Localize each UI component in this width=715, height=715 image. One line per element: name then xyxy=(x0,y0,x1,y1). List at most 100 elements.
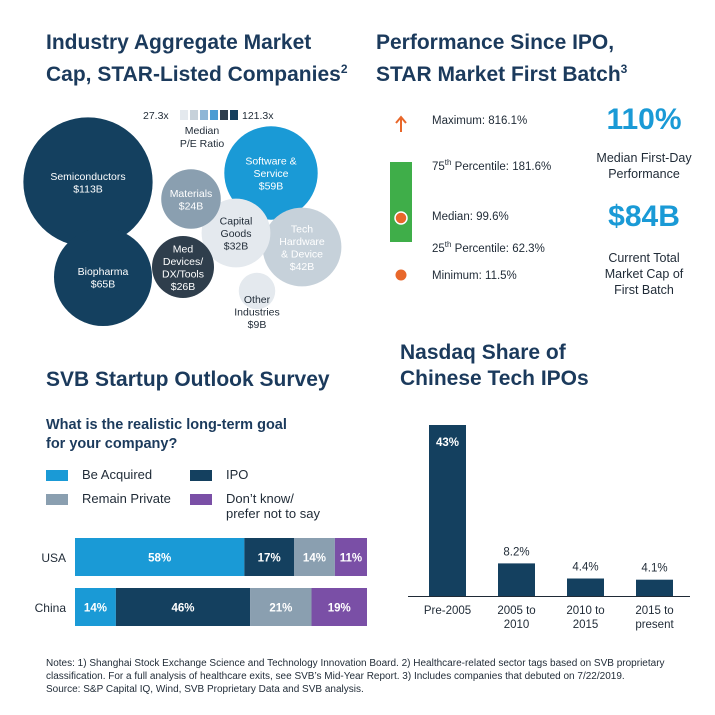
bar-value-usa-don-t-know-prefer-not-to-say: 11% xyxy=(340,553,362,565)
p75-value: Percentile: 181.6% xyxy=(451,160,552,173)
legend-swatch-be-acquired xyxy=(46,470,68,481)
legend-swatch-dont-know xyxy=(190,494,212,505)
bar-segment-usa-be-acquired xyxy=(75,538,245,576)
bar-value-china-don-t-know-prefer-not-to-say: 19% xyxy=(328,603,351,615)
pe-scale-max: 121.3x xyxy=(242,110,274,122)
bubble-label-biopharma: Biopharma $65B xyxy=(78,266,129,291)
maximum-label: Maximum: 816.1% xyxy=(432,115,528,127)
p25-ordinal: th xyxy=(444,240,452,249)
bar-2005-to-2010 xyxy=(498,563,535,596)
bar-2015-to-present xyxy=(636,579,673,596)
bar-segment-usa-ipo xyxy=(244,538,294,576)
pe-scale-min: 27.3x xyxy=(143,110,169,122)
bubble-chart: 27.3x 121.3x Median P/E Ratio Semiconduc… xyxy=(23,110,342,331)
bar-segment-china-be-acquired xyxy=(75,588,116,626)
performance-title-footnote: 3 xyxy=(620,62,628,76)
legend-label-dont-know-line2: prefer not to say xyxy=(226,506,320,521)
survey-stacked-bar-chart: USA 58% 17% 14% 11% China 14% 46% 21% 19% xyxy=(35,538,367,626)
first-batch-market-cap-caption: Current Total Market Cap of First Batch xyxy=(580,250,708,298)
footnote-line1: Notes: 1) Shanghai Stock Exchange Scienc… xyxy=(46,658,665,669)
median-label: Median: 99.6% xyxy=(432,211,509,223)
bar-2010-to-2015 xyxy=(567,578,604,596)
p75-ordinal: th xyxy=(444,158,452,167)
p75-number: 75 xyxy=(432,160,445,173)
legend-label-dont-know: Don’t know/ prefer not to say xyxy=(226,491,320,521)
survey-question: What is the realistic long-term goal for… xyxy=(46,416,287,454)
first-batch-caption-line1: Current Total xyxy=(608,251,680,265)
category-label-2010-to-2015: 2010 to 2015 xyxy=(566,605,604,631)
legend-remain-private: Remain Private xyxy=(46,491,171,506)
minimum-label: Minimum: 11.5% xyxy=(432,270,517,282)
median-marker xyxy=(394,211,408,225)
pe-scale-swatches xyxy=(180,110,238,120)
bar-value-china-be-acquired: 14% xyxy=(84,603,107,615)
bubble-biopharma: Biopharma $65B xyxy=(53,227,153,327)
bubble-med-devices-dx-tools: Med Devices/DX/Tools $26B xyxy=(151,235,215,299)
category-label-2015-to-present: 2015 to present xyxy=(635,605,674,631)
survey-title: SVB Startup Outlook Survey xyxy=(46,368,330,391)
first-batch-caption-line2: Market Cap of xyxy=(604,267,684,281)
median-first-day-caption: Median First-Day Performance xyxy=(580,150,708,182)
bubble-label-med-devices-dx-tools: Med Devices/DX/Tools $26B xyxy=(162,243,204,293)
legend-label-dont-know-line1: Don’t know/ xyxy=(226,491,294,506)
bubble-label-materials: Materials $24B xyxy=(170,188,213,213)
bar-value-2015-to-present: 4.1% xyxy=(641,563,667,575)
median-first-day-caption-line2: Performance xyxy=(608,167,680,181)
legend-label-be-acquired: Be Acquired xyxy=(82,467,153,482)
bar-pre-2005 xyxy=(429,425,466,596)
p25-number: 25 xyxy=(432,242,445,255)
legend-swatch-remain-private xyxy=(46,494,68,505)
p25-label: 25th Percentile: 62.3% xyxy=(432,240,545,255)
row-label-china: China xyxy=(35,601,67,615)
bar-segment-china-don-t-know-prefer-not-to-say xyxy=(311,588,367,626)
legend-swatch-ipo xyxy=(190,470,212,481)
footnote-line2: classification. For a full analysis of h… xyxy=(46,671,625,682)
market-cap-title-footnote: 2 xyxy=(340,62,348,76)
performance-title-line2: STAR Market First Batch xyxy=(376,63,621,86)
category-label-pre-2005: Pre-2005 xyxy=(424,605,471,617)
bar-segment-china-ipo xyxy=(115,588,251,626)
bar-value-pre-2005: 43% xyxy=(436,437,459,449)
bar-segment-china-remain-private xyxy=(250,588,312,626)
legend-label-ipo: IPO xyxy=(226,467,249,482)
performance-box-plot xyxy=(390,115,412,281)
bar-value-usa-remain-private: 14% xyxy=(303,553,326,565)
p75-label: 75th Percentile: 181.6% xyxy=(432,158,551,173)
footnote-source: Source: S&P Capital IQ, Wind, SVB Propri… xyxy=(46,684,364,695)
nasdaq-title-line2: Chinese Tech IPOs xyxy=(400,367,589,390)
first-batch-caption-line3: First Batch xyxy=(614,283,674,297)
pe-scale-label-line2: P/E Ratio xyxy=(180,138,225,150)
bubble-capital-goods: Capital Goods $32B xyxy=(201,198,271,268)
survey-question-line1: What is the realistic long-term goal xyxy=(46,417,287,433)
minimum-marker xyxy=(395,269,407,281)
bar-value-china-ipo: 46% xyxy=(172,603,195,615)
footnotes: Notes: 1) Shanghai Stock Exchange Scienc… xyxy=(46,657,706,696)
bubble-label-capital-goods: Capital Goods $32B xyxy=(220,216,253,253)
legend-dont-know: Don’t know/ prefer not to say xyxy=(190,491,320,521)
bubble-label-semiconductors: Semiconductors $113B xyxy=(50,171,125,196)
bubble-label-software-service: Software & Service $59B xyxy=(245,156,296,193)
bar-value-2005-to-2010: 8.2% xyxy=(503,546,529,558)
first-batch-market-cap-value: $84B xyxy=(608,200,680,233)
market-cap-title: Industry Aggregate Market Cap, STAR-List… xyxy=(46,30,348,88)
nasdaq-bar-chart: 43% Pre-2005 8.2% 2005 to 2010 4.4% 2010 to 201… xyxy=(408,425,690,631)
pe-scale-label-line1: Median xyxy=(185,125,220,137)
p25-value: Percentile: 62.3% xyxy=(451,242,545,255)
median-first-day-caption-line1: Median First-Day xyxy=(596,151,692,165)
performance-title-line1: Performance Since IPO, xyxy=(376,31,615,54)
bar-value-2010-to-2015: 4.4% xyxy=(572,562,598,574)
bar-segment-usa-don-t-know-prefer-not-to-say xyxy=(334,538,367,576)
row-label-usa: USA xyxy=(41,551,66,565)
bar-value-usa-ipo: 17% xyxy=(258,553,281,565)
median-first-day-value: 110% xyxy=(606,103,682,136)
nasdaq-title: Nasdaq Share of Chinese Tech IPOs xyxy=(400,340,589,392)
survey-question-line2: for your company? xyxy=(46,436,178,452)
category-label-2005-to-2010: 2005 to 2010 xyxy=(497,605,535,631)
bubble-label-tech-hardware-device: Tech Hardware & Device $42B xyxy=(279,223,325,273)
bubble-materials: Materials $24B xyxy=(161,169,221,229)
bar-segment-usa-remain-private xyxy=(294,538,335,576)
bar-value-usa-be-acquired: 58% xyxy=(148,553,171,565)
bubble-semiconductors: Semiconductors $113B xyxy=(23,117,153,247)
nasdaq-title-line1: Nasdaq Share of xyxy=(400,341,566,364)
bubble-other-industries: Other Industries $9B xyxy=(234,272,280,331)
